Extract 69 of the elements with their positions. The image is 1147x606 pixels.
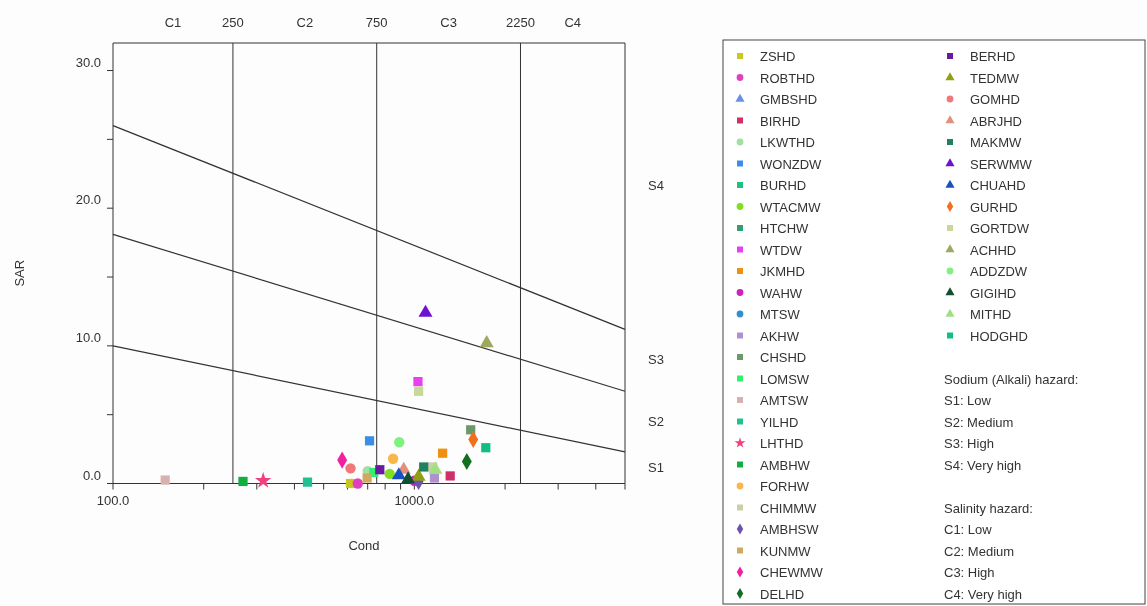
legend-label: MITHD xyxy=(970,307,1012,322)
ref-line-label: 250 xyxy=(222,15,244,30)
legend-label: KUNMW xyxy=(760,543,812,559)
text: S2 xyxy=(648,413,664,429)
legend-label: GORTDW xyxy=(970,221,1030,236)
x-tick-label: 100.0 xyxy=(96,492,130,508)
legend-label: MAKMW xyxy=(970,135,1022,150)
legend-label: MTSW xyxy=(760,307,801,322)
text: C3: High xyxy=(944,565,995,580)
ref-line-label: 750 xyxy=(365,15,388,30)
legend-label: BERHD xyxy=(970,49,1016,64)
legend-label: FORHW xyxy=(760,479,810,494)
legend-label: AMBHSW xyxy=(760,522,820,537)
text: S3: High xyxy=(944,436,994,451)
text: C2 xyxy=(296,15,314,30)
legend-label: CHUAHD xyxy=(970,178,1026,193)
legend-label: GIGIHD xyxy=(970,285,1017,301)
legend-label: WAHW xyxy=(760,285,803,301)
text: C3 xyxy=(440,15,457,30)
y-axis-title: SAR xyxy=(12,259,27,287)
y-tick-label: 30.0 xyxy=(75,54,101,70)
legend-label: GURHD xyxy=(970,199,1018,215)
legend-label: TEDMW xyxy=(970,70,1020,86)
text: C1 xyxy=(164,15,182,30)
x-tick-label: 1000.0 xyxy=(394,492,435,508)
y-tick-label: 0.0 xyxy=(82,467,101,483)
legend-label: DELHD xyxy=(760,586,805,602)
legend-label: CHIMMW xyxy=(760,500,818,516)
legend-label: CHEWMW xyxy=(760,565,824,580)
text: S2: Medium xyxy=(944,414,1014,430)
legend-label: ADDZDW xyxy=(970,264,1028,279)
legend-label: BURHD xyxy=(760,178,807,193)
text: S4: Very high xyxy=(944,457,1022,473)
text: S4 xyxy=(648,178,664,194)
text: C4 xyxy=(564,15,582,30)
legend-label: GOMHD xyxy=(970,92,1020,107)
legend-label: SERWMW xyxy=(970,156,1033,172)
legend-label: AMTSW xyxy=(760,393,810,408)
legend-label: GMBSHD xyxy=(760,92,818,107)
legend-label: AKHW xyxy=(760,328,800,344)
legend-label: YILHD xyxy=(760,414,799,430)
legend-label: BIRHD xyxy=(760,113,801,129)
text: S1: Low xyxy=(944,393,992,408)
y-tick-label: 20.0 xyxy=(75,192,101,208)
legend-label: ABRJHD xyxy=(970,113,1023,129)
legend-label: LKWTHD xyxy=(760,135,815,150)
text: C4: Very high xyxy=(944,586,1023,602)
legend-label: AMBHW xyxy=(760,457,811,473)
legend-label: ROBTHD xyxy=(760,70,815,86)
legend-label: WTACMW xyxy=(760,199,822,215)
legend-label: LHTHD xyxy=(760,436,804,451)
legend-label: CHSHD xyxy=(760,350,807,365)
legend-label: JKMHD xyxy=(760,264,805,279)
legend-label: WTDW xyxy=(760,242,803,258)
y-tick-label: 10.0 xyxy=(75,329,101,345)
legend-label: LOMSW xyxy=(760,371,810,387)
text: S3 xyxy=(648,352,664,368)
text: S1 xyxy=(648,459,664,475)
ref-line-label: 2250 xyxy=(506,15,535,30)
text: Sodium (Alkali) hazard: xyxy=(944,371,1079,387)
text: C1: Low xyxy=(944,522,993,537)
legend-label: WONZDW xyxy=(760,156,823,172)
text: Salinity hazard: xyxy=(944,500,1033,516)
x-axis-title: Cond xyxy=(348,538,380,553)
legend-label: ZSHD xyxy=(760,49,796,64)
legend-label: HTCHW xyxy=(760,221,810,236)
legend-label: HODGHD xyxy=(970,328,1028,344)
legend-label: ACHHD xyxy=(970,242,1017,258)
text: C2: Medium xyxy=(944,543,1015,559)
